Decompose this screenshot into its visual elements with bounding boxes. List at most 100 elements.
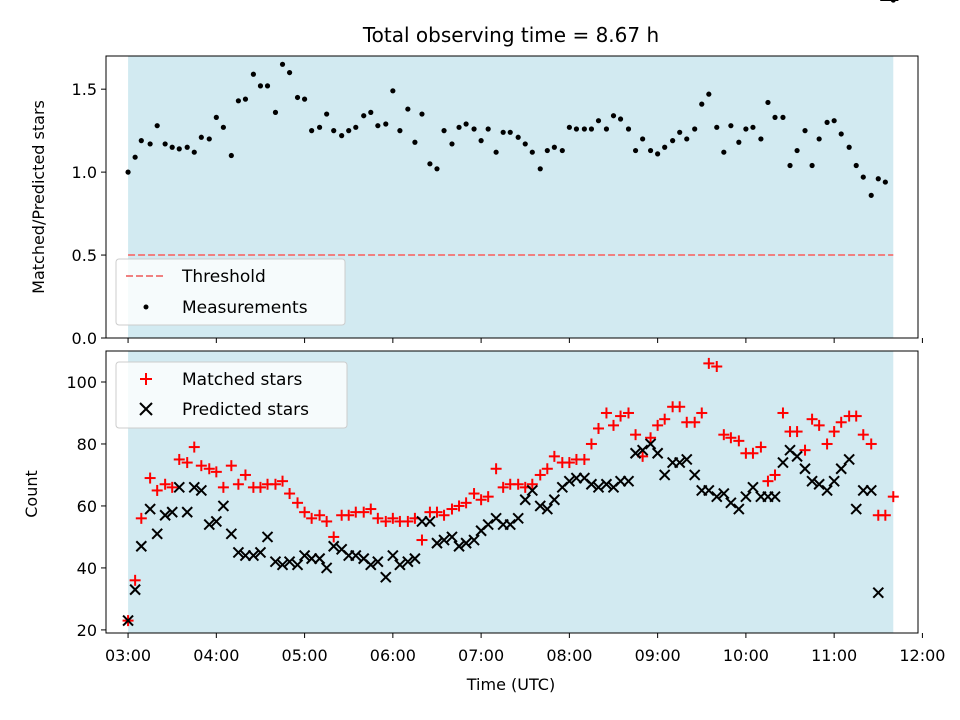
legend-measurements-swatch: [143, 304, 149, 310]
matched-star-point: [541, 463, 553, 475]
matched-star-point: [416, 534, 428, 546]
measurement-point: [169, 144, 175, 150]
matched-star-point: [292, 497, 304, 509]
measurement-point: [802, 128, 808, 134]
matched-star-point: [365, 503, 377, 515]
y-tick-label: 100: [66, 373, 97, 392]
y-tick-label: 40: [77, 559, 97, 578]
predicted-star-point: [740, 490, 752, 503]
measurement-point: [264, 83, 271, 89]
x-tick-label: 06:00: [370, 646, 416, 665]
measurement-point: [588, 126, 595, 132]
matched-star-point: [225, 460, 237, 472]
measurement-point: [772, 114, 778, 120]
predicted-star-point: [622, 475, 635, 487]
measurement-point: [647, 147, 654, 154]
x-tick-label: 05:00: [282, 646, 328, 665]
measurement-point: [456, 124, 462, 130]
measurement-point: [831, 118, 837, 124]
matched-star-point: [460, 497, 472, 509]
predicted-star-point: [291, 559, 304, 571]
measurement-point: [184, 144, 190, 150]
matched-star-point: [343, 509, 355, 521]
legend-matched-swatch: [140, 373, 152, 385]
measurement-point: [331, 128, 337, 134]
predicted-star-point: [872, 587, 884, 599]
predicted-star-point: [328, 540, 340, 552]
legend-threshold-label: Threshold: [181, 267, 266, 287]
predicted-star-point: [548, 494, 561, 506]
legend-predicted-swatch: [139, 402, 153, 416]
measurement-point: [301, 96, 308, 102]
matched-star-point: [188, 441, 200, 453]
measurement-point: [471, 126, 477, 132]
predicted-star-point: [254, 546, 267, 559]
matched-star-point: [299, 506, 311, 518]
measurement-point: [324, 111, 330, 117]
matched-star-point: [733, 435, 745, 447]
matched-star-point: [563, 457, 575, 469]
matched-star-point: [835, 416, 847, 428]
matched-stars-series: [122, 357, 899, 627]
measurement-point: [213, 114, 219, 120]
matched-star-point: [725, 432, 737, 444]
matched-star-point: [475, 494, 487, 506]
measurement-point: [463, 121, 469, 127]
x-tick-label: 11:00: [811, 646, 857, 665]
measurement-point: [551, 144, 557, 150]
y-tick-label: 60: [77, 497, 97, 516]
measurement-point: [758, 136, 764, 142]
measurement-point: [625, 126, 632, 132]
predicted-star-point: [651, 447, 664, 459]
matched-star-point: [674, 401, 686, 413]
predicted-star-point: [151, 528, 163, 540]
measurement-point: [397, 128, 403, 134]
predicted-star-point: [769, 490, 781, 503]
measurement-point: [441, 128, 447, 134]
predicted-star-point: [159, 509, 171, 521]
predicted-star-point: [453, 540, 465, 552]
measurement-point: [736, 139, 742, 145]
measurement-point: [493, 149, 499, 155]
measurement-point: [809, 162, 815, 169]
x-tick-label: 08:00: [546, 646, 592, 665]
predicted-star-point: [283, 556, 296, 568]
predicted-star-point: [173, 481, 185, 494]
predicted-star-point: [585, 478, 598, 490]
measurement-point: [375, 123, 381, 129]
measurement-point: [419, 111, 425, 117]
predicted-star-point: [387, 549, 399, 562]
matched-star-point: [879, 509, 891, 521]
matched-star-point: [151, 484, 163, 496]
measurement-point: [868, 192, 874, 198]
predicted-star-point: [129, 583, 141, 596]
measurement-point: [603, 126, 610, 132]
measurement-point: [339, 133, 345, 139]
measurement-point: [780, 114, 786, 120]
ratio-y-axis-label: Matched/Predicted stars: [29, 100, 48, 294]
measurement-point: [860, 174, 866, 180]
x-axis-label: Time (UTC): [466, 675, 555, 694]
predicted-star-point: [380, 571, 392, 583]
matched-star-point: [512, 478, 524, 490]
ratio-legend-box: [115, 258, 346, 326]
predicted-star-point: [409, 552, 421, 565]
matched-star-point: [526, 478, 538, 490]
measurement-point: [824, 119, 830, 125]
matched-star-point: [630, 429, 642, 441]
predicted-star-point: [504, 518, 516, 531]
matched-star-point: [696, 407, 708, 419]
predicted-star-point: [806, 475, 818, 487]
predicted-star-point: [313, 552, 326, 565]
predicted-star-point: [482, 518, 494, 531]
measurement-point: [544, 147, 550, 154]
ratio-x-axis: [127, 338, 923, 343]
y-tick-label: 20: [77, 621, 97, 640]
predicted-star-point: [813, 478, 825, 490]
x-tick-label: 09:00: [635, 646, 681, 665]
ratio-legend: Threshold Measurements: [115, 258, 346, 326]
predicted-star-point: [166, 506, 178, 518]
matched-star-point: [711, 360, 723, 372]
predicted-star-point: [195, 484, 208, 497]
measurement-point: [162, 141, 168, 147]
